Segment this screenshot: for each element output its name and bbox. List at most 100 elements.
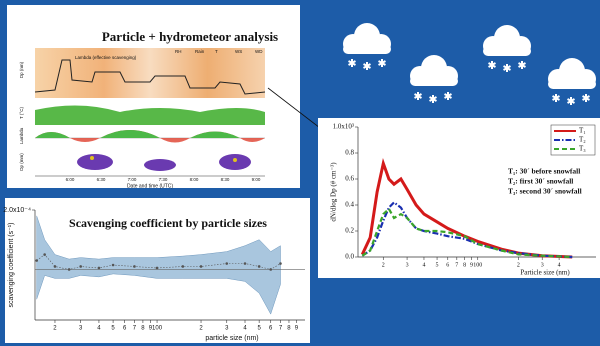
mean-point xyxy=(257,265,261,268)
x-tick-label: 4 xyxy=(97,326,101,332)
y-axis-label: dN/dlog Dp (# cm⁻³) xyxy=(330,162,338,222)
snowflake-stroke xyxy=(518,62,526,68)
time-tick: 9:00 xyxy=(252,177,261,182)
series-line xyxy=(361,207,573,259)
snowflake-stroke xyxy=(503,65,511,71)
legend-label: T₁ xyxy=(579,127,586,135)
time-tick: 7:30 xyxy=(159,177,168,182)
x-tick-label: 100 xyxy=(473,262,482,268)
snowflake-stroke xyxy=(567,98,575,104)
legend-entry: Lambda (effective scavenging) xyxy=(75,55,137,60)
x-axis-label: particle size (nm) xyxy=(205,335,258,342)
x-tick-label: 2 xyxy=(53,326,57,332)
x-tick-label: 3 xyxy=(225,326,229,332)
connector xyxy=(267,87,321,129)
y-tick-label: 0.4 xyxy=(345,201,354,209)
snowflake-stroke xyxy=(429,96,437,102)
axis-label: T (°C) xyxy=(19,107,24,119)
mean-point xyxy=(155,266,159,270)
axis-label: Dp (nm) xyxy=(19,61,24,78)
heatmap xyxy=(35,48,265,98)
x-tick-label: 7 xyxy=(133,326,137,332)
lambda-positive xyxy=(35,130,240,138)
mean-point xyxy=(269,268,273,271)
snowflake-stroke xyxy=(552,95,560,101)
legend-entry: WS xyxy=(235,49,242,54)
overview-labels: RH Rain T WS WD Lambda (effective scavenging)… xyxy=(19,49,263,182)
mean-point xyxy=(181,265,185,268)
x-tick-label: 9 xyxy=(470,262,473,268)
time-tick: 6:30 xyxy=(97,177,106,182)
x-tick-label: 7 xyxy=(455,262,458,268)
time-tick: 8:30 xyxy=(221,177,230,182)
x-tick-label: 100 xyxy=(152,326,163,332)
time-tick: 7:00 xyxy=(128,177,137,182)
cloud xyxy=(548,58,596,89)
panel-title: Particle + hydrometeor analysis xyxy=(102,29,278,44)
mean-point xyxy=(111,263,115,267)
x-tick-label: 6 xyxy=(446,262,449,268)
mean-line xyxy=(36,254,281,270)
met-area xyxy=(35,105,265,125)
mean-point xyxy=(225,262,229,265)
legend-label: T₂ xyxy=(579,136,586,144)
hydrometeor-blobs xyxy=(77,154,251,171)
legend-entry: Rain xyxy=(195,49,205,54)
x-tick-label: 2 xyxy=(199,326,203,332)
mean-point xyxy=(43,253,46,256)
axis-label: Lambda xyxy=(19,127,24,144)
mean-point xyxy=(97,266,101,270)
legend-entry: WD xyxy=(255,49,263,54)
x-tick-label: 3 xyxy=(541,262,544,268)
y-tick-label: 1.0x10³ xyxy=(333,123,354,131)
x-tick-label: 8 xyxy=(287,326,291,332)
snowflake-stroke xyxy=(363,63,371,69)
x-tick-label: 2 xyxy=(382,262,385,268)
snowflakes xyxy=(348,59,590,105)
x-tick-label: 4 xyxy=(422,262,425,268)
x-tick-label: 6 xyxy=(123,326,127,332)
axis-label: Dp (mm) xyxy=(19,153,24,171)
mean-point xyxy=(199,265,203,268)
y-tick-label: 2.0x10⁻⁴ xyxy=(3,207,31,214)
x-axis-label: Particle size (nm) xyxy=(520,269,570,277)
cloud xyxy=(410,55,458,86)
chart-title: Scavenging coefficient by particle sizes xyxy=(69,216,267,230)
x-tick-label: 5 xyxy=(257,326,261,332)
snowflake-stroke xyxy=(444,93,452,99)
annotation: T₂: first 30´ snowfall xyxy=(508,177,573,186)
x-tick-label: 3 xyxy=(79,326,83,332)
y-tick-label: 0.2 xyxy=(345,227,354,235)
x-tick-label: 7 xyxy=(279,326,283,332)
x-tick-label: 9 xyxy=(149,326,153,332)
snowflake-stroke xyxy=(488,62,496,68)
y-tick-label: 0.0 xyxy=(345,253,354,261)
x-tick-label: 4 xyxy=(243,326,247,332)
cloud xyxy=(343,23,391,54)
x-tick-label: 9 xyxy=(295,326,299,332)
hydrometeor-cores xyxy=(90,156,237,162)
y-tick-label: 0.6 xyxy=(345,175,354,183)
mean-point xyxy=(67,268,71,271)
x-tick-label: 8 xyxy=(141,326,145,332)
size-distribution-panel xyxy=(318,118,600,278)
time-tick: 6:00 xyxy=(66,177,75,182)
cloud xyxy=(483,25,531,56)
mean-point xyxy=(133,265,136,268)
mean-point xyxy=(243,262,247,265)
mean-point xyxy=(53,265,57,268)
snow-clouds xyxy=(343,23,596,89)
time-tick: 8:00 xyxy=(190,177,199,182)
snowflake-stroke xyxy=(582,95,590,101)
legend-entry: T xyxy=(215,49,218,54)
snowflake-stroke xyxy=(378,60,386,66)
x-tick-label: 2 xyxy=(517,262,520,268)
x-tick-label: 4 xyxy=(558,262,561,268)
annotation: T₃: second 30´ snowfall xyxy=(508,187,582,196)
snowflake-stroke xyxy=(414,93,422,99)
uncertainty-band xyxy=(36,215,281,315)
y-tick-label: 0.8 xyxy=(345,149,354,157)
legend-box xyxy=(550,124,596,156)
